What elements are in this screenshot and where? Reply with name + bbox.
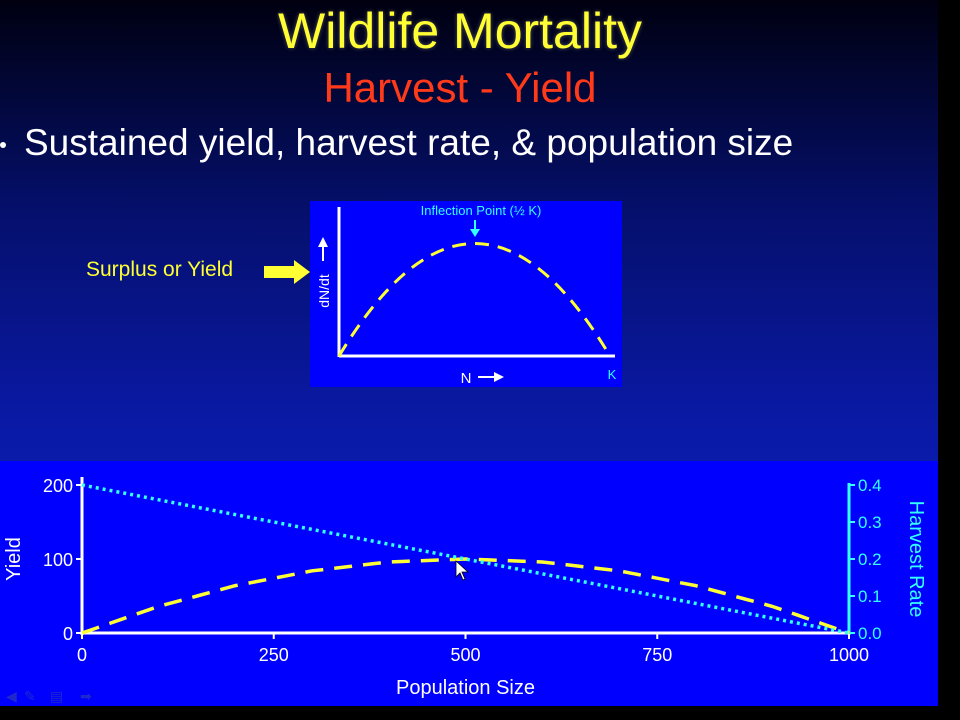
surplus-label: Surplus or Yield: [86, 258, 234, 281]
y2-tick-label-4: 0.4: [858, 476, 882, 495]
inset-y-arrowhead-icon: [318, 237, 328, 247]
pen-icon[interactable]: ✎: [24, 688, 36, 704]
y2-tick-label-3: 0.3: [858, 513, 882, 532]
bullet-text: Sustained yield, harvest rate, & populat…: [24, 122, 794, 163]
forward-icon[interactable]: ➡: [80, 688, 92, 704]
menu-icon[interactable]: ▤: [50, 688, 64, 704]
main-chart: 0 250 500 750 1000 0 100 200 0.0 0.1 0.2 0.3 0.4 Pop…: [0, 461, 938, 706]
inset-chart-svg: Inflection Point (½ K) dN/dt N K: [316, 203, 617, 387]
inset-x-arrowhead-icon: [494, 372, 504, 382]
y-tick-label-1: 100: [43, 550, 73, 570]
bullet-dot: [0, 142, 6, 148]
bottom-border: [0, 706, 960, 720]
y2-axis-label: Harvest Rate: [905, 501, 927, 618]
inset-yield-curve: [337, 242, 612, 357]
x-tick-label-0: 0: [77, 645, 87, 665]
y-tick-label-2: 200: [43, 476, 73, 496]
y2-tick-label-2: 0.2: [858, 550, 882, 569]
main-chart-svg: 0 250 500 750 1000 0 100 200 0.0 0.1 0.2 0.3 0.4 Pop…: [3, 476, 927, 699]
y-tick-label-0: 0: [63, 624, 73, 644]
slide-title: Wildlife Mortality: [278, 3, 642, 59]
inset-annotation: Inflection Point (½ K): [421, 203, 542, 218]
inset-xlabel: N: [461, 370, 472, 387]
x-tick-label-4: 1000: [829, 645, 869, 665]
inset-chart: Inflection Point (½ K) dN/dt N K: [310, 201, 622, 387]
y2-tick-label-1: 0.1: [858, 587, 882, 606]
surplus-arrow-icon: [264, 260, 310, 284]
yield-series-line: [81, 557, 850, 635]
inset-ylabel: dN/dt: [316, 274, 332, 308]
y2-tick-label-0: 0.0: [858, 624, 882, 643]
right-border: [938, 0, 960, 720]
mouse-cursor-icon: [455, 560, 470, 581]
slide-subtitle: Harvest - Yield: [323, 64, 597, 111]
x-tick-label-2: 500: [450, 645, 480, 665]
back-icon[interactable]: ◀: [6, 688, 17, 704]
x-tick-label-1: 250: [259, 645, 289, 665]
inset-k-label: K: [608, 367, 617, 382]
x-tick-label-3: 750: [642, 645, 672, 665]
y-axis-label: Yield: [3, 537, 25, 581]
inset-annotation-arrowhead-icon: [470, 229, 480, 237]
x-axis-label: Population Size: [396, 677, 535, 699]
